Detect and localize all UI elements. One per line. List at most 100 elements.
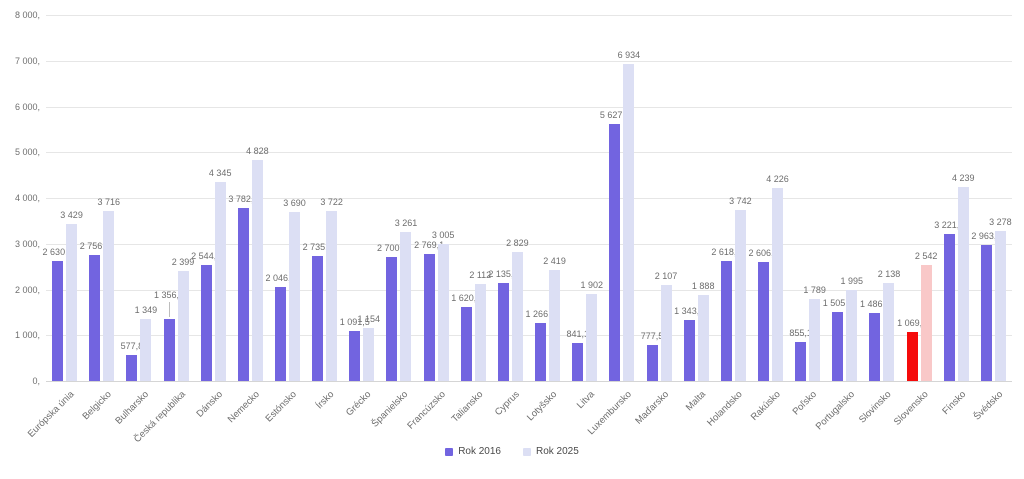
legend-item-rok-2016[interactable]: Rok 2016 [445, 446, 501, 457]
bar-rok-2016-slovensko[interactable] [906, 332, 918, 381]
value-label-rok-2016-nemecko: 3 782,5 [228, 193, 259, 204]
value-label-rok-2025-luxembursko: 6 934 [617, 49, 641, 60]
legend-swatch-rok-2025 [523, 447, 531, 456]
x-axis-label-taliansko: Taliansko [449, 389, 486, 425]
bar-rok-2025-bulharsko[interactable] [140, 319, 152, 381]
bar-rok-2025-portugalsko[interactable] [846, 289, 858, 381]
value-label-rok-2025-malta: 1 888 [691, 280, 715, 291]
legend-item-rok-2025[interactable]: Rok 2025 [523, 446, 579, 457]
bar-rok-2025-lotyšsko[interactable] [549, 270, 561, 381]
bar-rok-2025-maďarsko[interactable] [660, 284, 672, 381]
gridline [46, 61, 1012, 62]
value-label-rok-2025-írsko: 3 722 [320, 196, 343, 207]
bar-rok-2025-litva[interactable] [586, 293, 598, 381]
bar-rok-2025-dánsko[interactable] [214, 182, 226, 381]
bar-rok-2016-írsko[interactable] [312, 255, 324, 381]
value-label-rok-2016-taliansko: 1 620,9 [451, 292, 482, 303]
bar-rok-2016-fínsko[interactable] [943, 233, 955, 381]
bar-rok-2016-slovinsko[interactable] [869, 313, 881, 381]
bar-rok-2016-francúzsko[interactable] [423, 254, 435, 381]
bar-rok-2016-maďarsko[interactable] [646, 345, 658, 381]
bar-rok-2025-malta[interactable] [697, 294, 709, 381]
bar-rok-2016-švédsko[interactable] [980, 245, 992, 381]
bar-rok-2016-malta[interactable] [683, 319, 695, 381]
bar-rok-2016-luxembursko[interactable] [609, 123, 621, 381]
y-axis-label: 4 000, [14, 193, 40, 203]
label-leader-line [168, 301, 170, 317]
bar-rok-2016-belgicko[interactable] [89, 254, 101, 381]
x-axis-label-poľsko: Poľsko [791, 389, 820, 418]
x-axis-label-európska-únia: Európska únia [25, 389, 77, 440]
value-label-rok-2025-grécko: 1 154 [357, 314, 381, 325]
x-axis-label-cyprus: Cyprus [493, 389, 523, 419]
bar-rok-2016-európska-únia[interactable] [52, 260, 64, 381]
bar-rok-2016-holandsko[interactable] [720, 261, 732, 381]
y-axis-label: 1 000, [14, 330, 40, 340]
x-axis-label-nemecko: Nemecko [225, 389, 263, 426]
bar-rok-2025-česká-republika[interactable] [177, 271, 189, 381]
bar-rok-2025-fínsko[interactable] [957, 187, 969, 381]
bar-rok-2025-cyprus[interactable] [511, 251, 523, 381]
bar-rok-2016-bulharsko[interactable] [126, 354, 138, 381]
bar-rok-2016-španielsko[interactable] [386, 257, 398, 381]
x-axis-label-litva: Litva [574, 389, 597, 411]
bar-rok-2016-dánsko[interactable] [200, 264, 212, 381]
chart-legend: Rok 2016 Rok 2025 [0, 446, 1024, 457]
bar-rok-2016-estónsko[interactable] [275, 287, 286, 381]
bar-rok-2025-slovinsko[interactable] [883, 283, 895, 381]
value-label-rok-2016-európska-únia: 2 630,1 [42, 246, 73, 257]
bar-rok-2016-česká-republika[interactable] [163, 318, 175, 381]
gridline [46, 15, 1012, 16]
gridline [46, 152, 1012, 153]
legend-swatch-rok-2016 [445, 447, 454, 456]
bar-rok-2025-francúzsko[interactable] [437, 243, 449, 381]
bar-rok-2016-cyprus[interactable] [497, 283, 509, 381]
bar-rok-2025-švédsko[interactable] [994, 231, 1006, 381]
bar-rok-2025-estónsko[interactable] [289, 212, 300, 381]
x-axis-line [46, 381, 1012, 382]
value-label-rok-2025-poľsko: 1 789 [803, 285, 826, 296]
value-label-rok-2016-poľsko: 855,1 [789, 327, 812, 338]
bar-rok-2025-írsko[interactable] [326, 210, 338, 381]
x-axis-label-estónsko: Estónsko [263, 389, 300, 425]
bar-rok-2016-nemecko[interactable] [237, 207, 249, 381]
y-axis-label: 6 000, [14, 102, 40, 112]
bar-rok-2025-slovensko[interactable] [920, 264, 932, 381]
value-label-rok-2016-slovensko: 1 069,9 [897, 318, 928, 329]
bar-rok-2025-grécko[interactable] [363, 328, 375, 381]
bar-rok-2016-poľsko[interactable] [795, 341, 807, 381]
bar-rok-2016-rakúsko[interactable] [758, 261, 769, 381]
value-label-rok-2016-španielsko: 2 700,9 [376, 243, 407, 254]
bar-rok-2016-lotyšsko[interactable] [535, 323, 547, 381]
bar-rok-2025-európska-únia[interactable] [66, 224, 78, 381]
bar-rok-2025-belgicko[interactable] [103, 210, 115, 381]
x-axis-label-portugalsko: Portugalsko [813, 389, 857, 433]
value-label-rok-2025-litva: 1 902 [580, 279, 603, 290]
y-axis-label: 2 000, [14, 285, 40, 295]
y-axis-label: 0, [32, 376, 40, 386]
gridline [46, 290, 1012, 291]
bar-rok-2016-grécko[interactable] [349, 331, 361, 381]
value-label-rok-2025-bulharsko: 1 349 [134, 305, 158, 316]
value-label-rok-2025-česká-republika: 2 399 [171, 257, 195, 268]
bar-rok-2025-rakúsko[interactable] [772, 187, 783, 381]
bar-rok-2025-španielsko[interactable] [400, 231, 412, 381]
bar-rok-2016-litva[interactable] [572, 342, 584, 381]
x-axis-label-slovensko: Slovensko [892, 389, 931, 428]
bar-rok-2025-luxembursko[interactable] [623, 63, 635, 381]
bar-rok-2025-taliansko[interactable] [474, 284, 486, 381]
bar-rok-2025-nemecko[interactable] [251, 160, 263, 381]
bar-rok-2025-poľsko[interactable] [809, 299, 821, 381]
value-label-rok-2025-európska-únia: 3 429 [60, 210, 83, 221]
x-axis-label-grécko: Grécko [344, 389, 374, 419]
value-label-rok-2025-maďarsko: 2 107 [654, 270, 678, 281]
y-axis-label: 5 000, [14, 147, 40, 157]
x-axis-label-maďarsko: Maďarsko [633, 389, 671, 427]
value-label-rok-2016-fínsko: 3 221,4 [934, 219, 965, 230]
bar-rok-2016-taliansko[interactable] [460, 306, 472, 381]
legend-label-rok-2016: Rok 2016 [458, 446, 501, 457]
bar-rok-2016-portugalsko[interactable] [832, 312, 844, 381]
value-label-rok-2025-slovensko: 2 542 [914, 250, 938, 261]
y-axis-label: 3 000, [14, 239, 40, 249]
bar-rok-2025-holandsko[interactable] [734, 209, 746, 381]
